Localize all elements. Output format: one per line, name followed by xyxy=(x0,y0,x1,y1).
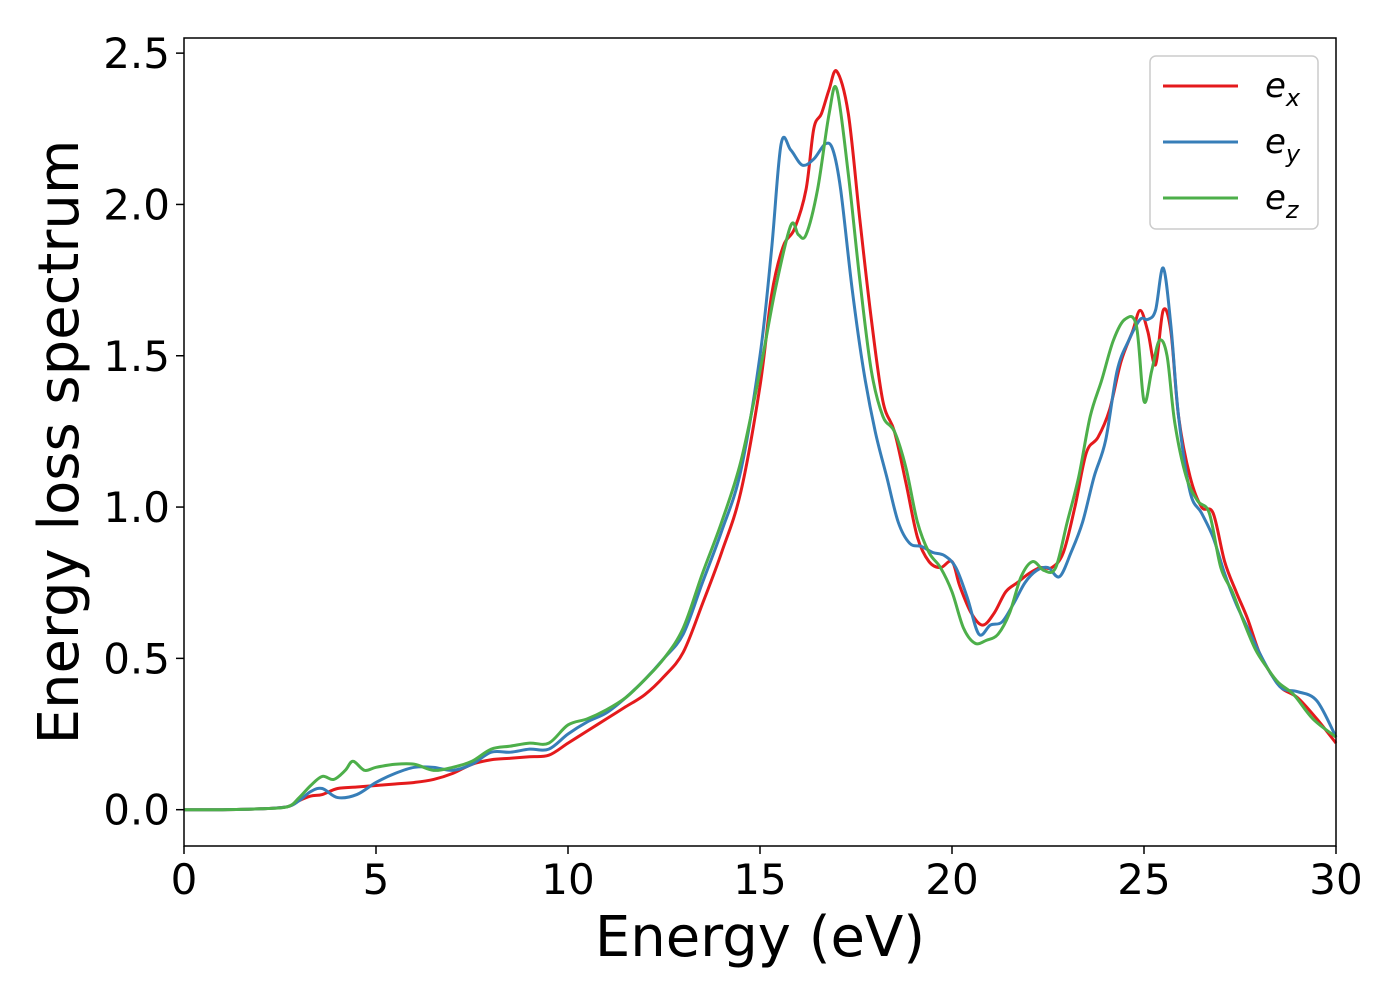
y-tick-label: 2.0 xyxy=(103,180,170,229)
x-tick-label: 30 xyxy=(1309,855,1362,904)
y-tick-label: 0.0 xyxy=(103,786,170,835)
x-tick-label: 5 xyxy=(363,855,390,904)
y-tick-label: 1.5 xyxy=(103,332,170,381)
x-tick-label: 0 xyxy=(171,855,198,904)
x-axis-label: Energy (eV) xyxy=(595,905,925,970)
x-tick-label: 20 xyxy=(925,855,978,904)
series-layer xyxy=(183,69,1338,812)
y-axis-label: Energy loss spectrum xyxy=(27,140,92,745)
y-tick-label: 1.0 xyxy=(103,483,170,532)
x-tick-label: 25 xyxy=(1117,855,1170,904)
y-tick-label: 2.5 xyxy=(103,29,170,78)
x-axis-ticks: 0 5 10 15 20 25 30 xyxy=(171,846,1363,904)
x-tick-label: 10 xyxy=(541,855,594,904)
series-line-ey xyxy=(183,135,1338,812)
series-line-ez xyxy=(183,85,1337,812)
y-axis-ticks: 0.0 0.5 1.0 1.5 2.0 2.5 xyxy=(103,29,184,835)
y-tick-label: 0.5 xyxy=(103,634,170,683)
x-tick-label: 15 xyxy=(733,855,786,904)
